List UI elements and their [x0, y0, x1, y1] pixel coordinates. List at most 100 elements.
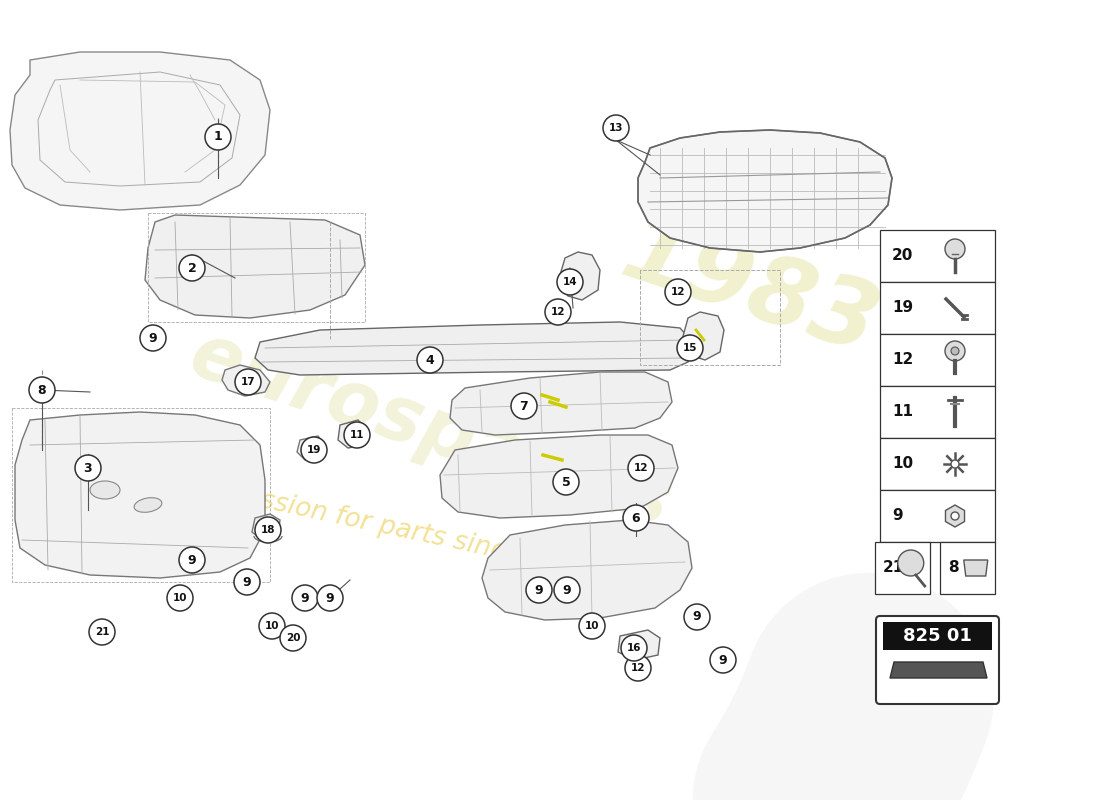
- Text: 2: 2: [188, 262, 197, 274]
- Polygon shape: [222, 365, 270, 396]
- Ellipse shape: [90, 481, 120, 499]
- Polygon shape: [558, 252, 600, 300]
- Text: 10: 10: [892, 457, 913, 471]
- Polygon shape: [890, 662, 987, 678]
- Text: 9: 9: [718, 654, 727, 666]
- Polygon shape: [482, 520, 692, 620]
- Circle shape: [258, 613, 285, 639]
- Text: 20: 20: [286, 633, 300, 643]
- Bar: [880, 490, 996, 542]
- Text: 6: 6: [631, 511, 640, 525]
- Circle shape: [179, 255, 205, 281]
- Text: 9: 9: [148, 331, 157, 345]
- Text: 8: 8: [948, 561, 958, 575]
- Text: 4: 4: [426, 354, 434, 366]
- Bar: [940, 542, 996, 594]
- Circle shape: [344, 422, 370, 448]
- Text: 19: 19: [307, 445, 321, 455]
- Text: 9: 9: [693, 610, 702, 623]
- Circle shape: [945, 341, 965, 361]
- Text: 21: 21: [95, 627, 109, 637]
- Circle shape: [579, 613, 605, 639]
- Circle shape: [554, 577, 580, 603]
- Polygon shape: [638, 130, 892, 252]
- FancyBboxPatch shape: [876, 616, 999, 704]
- Text: 9: 9: [243, 575, 251, 589]
- Polygon shape: [297, 436, 324, 460]
- Text: 16: 16: [627, 643, 641, 653]
- Bar: [883, 622, 992, 650]
- Text: 9: 9: [563, 583, 571, 597]
- Text: 825 01: 825 01: [903, 627, 972, 645]
- Circle shape: [89, 619, 116, 645]
- Text: 15: 15: [683, 343, 697, 353]
- Text: 9: 9: [188, 554, 196, 566]
- Bar: [874, 542, 929, 594]
- Circle shape: [557, 269, 583, 295]
- Circle shape: [945, 239, 965, 259]
- Circle shape: [235, 369, 261, 395]
- Circle shape: [317, 585, 343, 611]
- Circle shape: [710, 647, 736, 673]
- Polygon shape: [10, 52, 269, 210]
- Circle shape: [666, 279, 691, 305]
- Polygon shape: [964, 560, 988, 576]
- Circle shape: [140, 325, 166, 351]
- Circle shape: [628, 455, 654, 481]
- Circle shape: [512, 393, 537, 419]
- Circle shape: [684, 604, 710, 630]
- Text: 11: 11: [350, 430, 364, 440]
- Polygon shape: [618, 630, 660, 660]
- Text: 12: 12: [551, 307, 565, 317]
- Polygon shape: [450, 372, 672, 435]
- Circle shape: [603, 115, 629, 141]
- Circle shape: [167, 585, 192, 611]
- Text: 12: 12: [892, 353, 913, 367]
- Bar: [880, 386, 996, 438]
- Bar: [880, 334, 996, 386]
- Circle shape: [676, 335, 703, 361]
- Circle shape: [553, 469, 579, 495]
- Circle shape: [205, 124, 231, 150]
- Text: 20: 20: [892, 249, 913, 263]
- Text: 13: 13: [608, 123, 624, 133]
- Text: 1983: 1983: [610, 206, 889, 374]
- Text: a passion for parts since 1983: a passion for parts since 1983: [202, 476, 597, 584]
- Text: 9: 9: [300, 591, 309, 605]
- Circle shape: [898, 550, 924, 576]
- Text: 14: 14: [563, 277, 578, 287]
- Text: 9: 9: [326, 591, 334, 605]
- Circle shape: [623, 505, 649, 531]
- Circle shape: [255, 517, 280, 543]
- Circle shape: [179, 547, 205, 573]
- Polygon shape: [440, 435, 678, 518]
- Text: 1: 1: [213, 130, 222, 143]
- Circle shape: [952, 347, 959, 355]
- Text: 9: 9: [535, 583, 543, 597]
- Text: eurospar.es: eurospar.es: [180, 318, 680, 542]
- Circle shape: [301, 437, 327, 463]
- Circle shape: [526, 577, 552, 603]
- Circle shape: [75, 455, 101, 481]
- Text: 12: 12: [630, 663, 646, 673]
- Circle shape: [952, 512, 959, 520]
- Polygon shape: [682, 312, 724, 360]
- Text: 12: 12: [634, 463, 648, 473]
- Text: 12: 12: [671, 287, 685, 297]
- Text: 17: 17: [241, 377, 255, 387]
- Polygon shape: [145, 215, 365, 318]
- Text: 10: 10: [173, 593, 187, 603]
- Text: 3: 3: [84, 462, 92, 474]
- Circle shape: [29, 377, 55, 403]
- Text: 5: 5: [562, 475, 571, 489]
- Circle shape: [280, 625, 306, 651]
- Text: 8: 8: [37, 383, 46, 397]
- Circle shape: [234, 569, 260, 595]
- Text: 18: 18: [261, 525, 275, 535]
- Circle shape: [621, 635, 647, 661]
- Circle shape: [544, 299, 571, 325]
- Text: 10: 10: [265, 621, 279, 631]
- Bar: [880, 438, 996, 490]
- Ellipse shape: [134, 498, 162, 512]
- Polygon shape: [338, 420, 368, 448]
